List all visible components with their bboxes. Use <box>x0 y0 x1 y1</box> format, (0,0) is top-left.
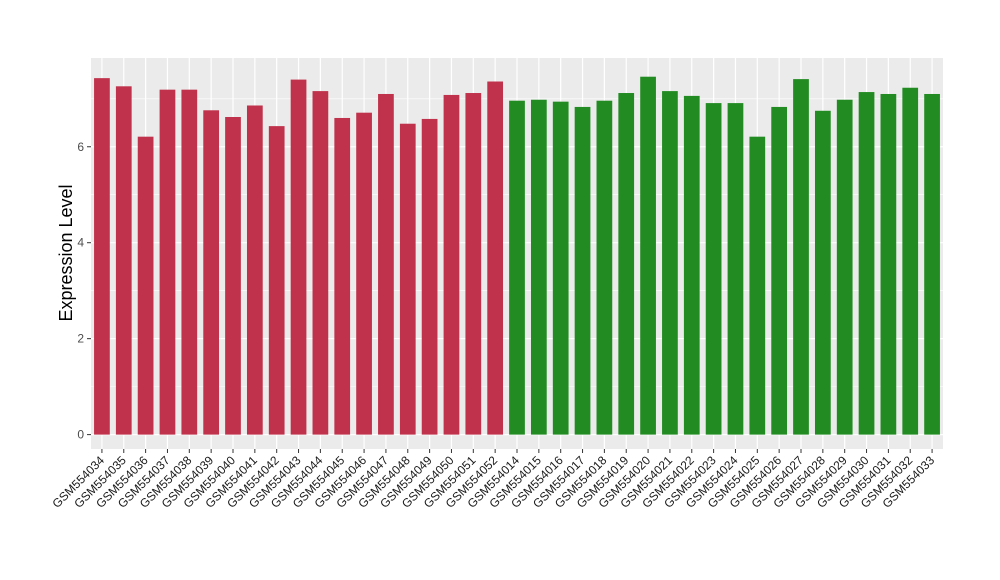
bar-GSM554050 <box>443 94 460 435</box>
bar-GSM554038 <box>181 89 198 435</box>
bar-GSM554021 <box>662 91 678 435</box>
bar-GSM554043 <box>290 79 307 435</box>
bar-GSM554039 <box>203 110 220 435</box>
bar-GSM554037 <box>159 89 176 435</box>
bar-GSM554049 <box>421 118 438 435</box>
bar-GSM554029 <box>836 99 853 435</box>
y-axis: 0 2 4 6 <box>77 140 91 442</box>
bar-GSM554042 <box>268 126 285 435</box>
bar-GSM554020 <box>640 76 656 435</box>
x-axis: GSM554034GSM554035GSM554036GSM554037GSM5… <box>49 449 937 511</box>
bar-GSM554026 <box>771 106 788 435</box>
bar-GSM554032 <box>902 87 919 435</box>
bar-GSM554041 <box>246 105 263 435</box>
bar-GSM554035 <box>115 86 132 435</box>
bar-GSM554014 <box>509 100 525 435</box>
bar-GSM554031 <box>880 93 897 435</box>
bar-GSM554034 <box>94 78 110 435</box>
y-tick-label: 0 <box>77 428 84 442</box>
bar-GSM554027 <box>793 79 809 435</box>
bar-GSM554040 <box>225 117 241 435</box>
bar-GSM554052 <box>487 81 504 435</box>
bar-GSM554022 <box>683 95 700 435</box>
bar-GSM554033 <box>924 93 940 435</box>
bar-GSM554019 <box>618 93 635 435</box>
y-tick-label: 6 <box>77 140 84 154</box>
bar-GSM554023 <box>705 103 722 435</box>
bar-GSM554030 <box>858 92 875 435</box>
bar-GSM554036 <box>137 136 154 435</box>
bar-GSM554048 <box>399 123 416 435</box>
y-axis-title: Expression Level <box>56 184 76 321</box>
bar-GSM554015 <box>530 99 547 435</box>
y-tick-label: 2 <box>77 332 84 346</box>
bar-GSM554044 <box>312 91 329 435</box>
bar-GSM554051 <box>465 93 482 435</box>
bar-GSM554018 <box>596 100 613 435</box>
bars <box>94 76 940 435</box>
bar-GSM554024 <box>727 103 744 435</box>
bar-GSM554025 <box>749 136 766 435</box>
bar-GSM554045 <box>334 117 351 435</box>
bar-GSM554016 <box>552 101 569 435</box>
bar-GSM554047 <box>378 93 394 435</box>
bar-GSM554017 <box>574 106 591 435</box>
bar-GSM554046 <box>356 112 372 435</box>
bar-GSM554028 <box>814 110 831 435</box>
y-tick-label: 4 <box>77 236 84 250</box>
